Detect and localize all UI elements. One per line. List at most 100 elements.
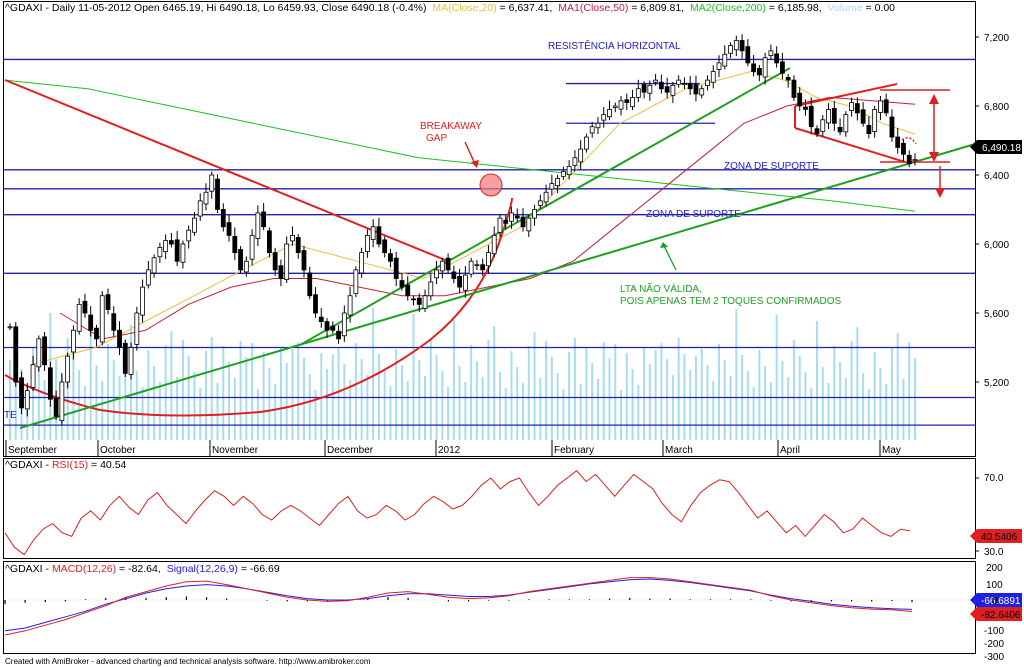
breakaway-label: BREAKAWAY xyxy=(420,121,482,132)
volume-bar xyxy=(487,340,490,440)
rsi-value-tag: 40.5406 xyxy=(970,529,1022,543)
main-header: ^GDAXI - Daily 11-05-2012 Open 6465.19, … xyxy=(5,2,895,14)
candle-body xyxy=(226,222,232,236)
volume-bar xyxy=(573,338,576,440)
signal-last-value: -66.6891 xyxy=(981,596,1021,607)
candle-body xyxy=(560,171,566,177)
candle-body xyxy=(180,243,186,263)
rsi-plot xyxy=(4,470,979,556)
volume-bar xyxy=(816,321,819,440)
candle-body xyxy=(7,326,13,329)
volume-bar xyxy=(879,368,882,440)
candle-body xyxy=(549,183,555,190)
candle-body xyxy=(266,230,272,254)
candle-body xyxy=(111,313,117,331)
candle-body xyxy=(676,79,682,85)
breakaway-arrowhead xyxy=(471,160,479,168)
horizontal-levels xyxy=(4,58,975,426)
candle-body xyxy=(255,212,261,239)
volume-bar xyxy=(216,383,219,440)
candle-body xyxy=(751,63,756,72)
candle-body xyxy=(151,257,157,274)
candle-body xyxy=(797,92,803,107)
volume-bar xyxy=(890,347,893,440)
candle-body xyxy=(364,234,370,252)
candle-body xyxy=(272,252,278,271)
candle-body xyxy=(428,281,434,297)
candle-body xyxy=(895,136,901,148)
volume-bar xyxy=(429,339,432,440)
volume-bar xyxy=(181,340,184,440)
volume-bar xyxy=(170,331,173,440)
volume-bar xyxy=(95,365,98,440)
candle-body xyxy=(526,217,532,232)
candle-body xyxy=(169,240,174,245)
candle-body xyxy=(820,119,826,132)
volume-bar xyxy=(204,351,207,440)
candle-body xyxy=(497,217,503,233)
candle-body xyxy=(768,50,774,57)
month-label: November xyxy=(212,445,259,456)
support-label-lower: ZONA DE SUPORTE xyxy=(646,209,741,220)
ma200-line xyxy=(4,79,916,212)
candle-body xyxy=(330,325,336,331)
x-axis-months: September October November December 2012… xyxy=(5,440,901,456)
volume-bar xyxy=(839,362,842,440)
candle-body xyxy=(647,84,653,94)
candle-body xyxy=(197,200,203,217)
price-tick-label: 7,200 xyxy=(984,33,1009,44)
volume-bar xyxy=(32,348,35,440)
volume-bar xyxy=(637,385,640,440)
macd-tick: 100 xyxy=(986,580,1003,591)
volume-bar xyxy=(902,379,905,440)
price-tick-label: 6,400 xyxy=(984,171,1009,182)
lta-arrowhead xyxy=(660,242,668,248)
month-label: March xyxy=(665,445,693,456)
candle-body xyxy=(76,303,82,332)
candle-body xyxy=(716,62,722,70)
volume-bar xyxy=(660,343,663,440)
candle-body xyxy=(313,294,318,314)
volume-bar xyxy=(176,377,179,440)
candle-body xyxy=(71,329,76,353)
candle-body xyxy=(733,40,739,51)
candle-body xyxy=(906,154,912,165)
candle-body xyxy=(849,102,854,111)
channel-top-line xyxy=(794,83,898,107)
volume-bar xyxy=(493,326,496,440)
rounding-bottom-curve xyxy=(4,197,513,417)
volume-bar xyxy=(199,388,202,440)
candle-body xyxy=(658,81,664,90)
candle-body xyxy=(290,234,295,242)
volume-bar xyxy=(135,371,138,440)
candle-body xyxy=(215,178,220,210)
candle-body xyxy=(843,114,849,133)
candle-body xyxy=(653,79,659,83)
macd-header: ^GDAXI - MACD(12,26) = -82.64, Signal(12… xyxy=(5,563,280,575)
candle-body xyxy=(30,364,36,388)
macd-tick: -200 xyxy=(984,639,1004,650)
volume-bar xyxy=(827,383,830,440)
volume-bar xyxy=(787,377,790,440)
macd-axis: 200 100 0 -100 -200 -300 xyxy=(984,563,1004,663)
dotted-arc xyxy=(901,137,917,145)
candle-body xyxy=(503,219,509,224)
candle-body xyxy=(889,116,895,138)
candle-body xyxy=(826,109,831,124)
candle-body xyxy=(393,257,399,279)
volume-bar xyxy=(631,369,634,440)
candle-body xyxy=(307,272,313,297)
candle-body xyxy=(347,295,353,316)
volume-bar xyxy=(256,389,259,440)
volume-bar xyxy=(130,325,133,440)
candle-body xyxy=(595,122,601,129)
volume-bar xyxy=(418,360,421,440)
volume-bar xyxy=(452,320,455,440)
candle-body xyxy=(630,96,635,108)
macd-last-value: -82.6406 xyxy=(981,610,1021,621)
volume-bar xyxy=(781,361,784,440)
candle-body xyxy=(284,243,290,280)
last-close-value: 6,490.18 xyxy=(982,143,1021,154)
month-label: May xyxy=(882,445,901,456)
